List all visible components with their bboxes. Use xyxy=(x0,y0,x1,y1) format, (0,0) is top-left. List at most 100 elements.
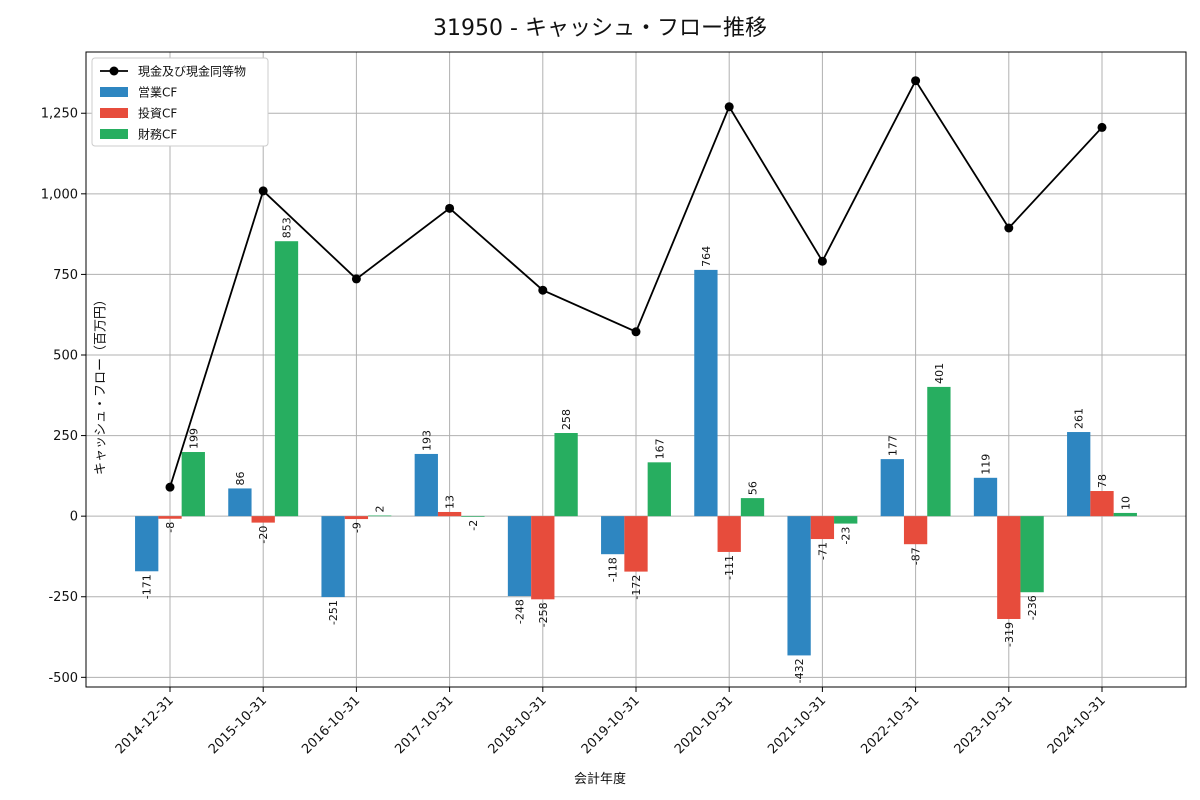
bar xyxy=(647,462,671,517)
bar-value-label: 78 xyxy=(1096,474,1109,488)
bar-value-label: 193 xyxy=(420,430,433,451)
legend-swatch xyxy=(100,108,128,118)
bar xyxy=(531,516,555,600)
bar-value-label: 167 xyxy=(653,438,666,459)
bar xyxy=(274,241,299,517)
bar-value-label: -172 xyxy=(630,575,643,600)
y-tick-label: 0 xyxy=(70,510,78,525)
bar xyxy=(834,516,858,524)
y-tick-label: -250 xyxy=(48,590,78,605)
cash-point xyxy=(1097,122,1107,132)
y-tick-label: 1,250 xyxy=(41,107,78,122)
bar xyxy=(927,386,951,517)
bar xyxy=(368,515,392,517)
bar-value-label: -23 xyxy=(840,527,853,545)
legend-swatch xyxy=(100,129,128,139)
bar-value-label: 764 xyxy=(700,246,713,267)
bar xyxy=(135,516,159,572)
bar-value-label: -111 xyxy=(723,555,736,580)
bar-value-label: -248 xyxy=(514,599,527,624)
x-tick-label: 2019-10-31 xyxy=(579,693,643,757)
bar xyxy=(1020,516,1044,593)
bar xyxy=(437,511,462,517)
bar xyxy=(973,477,998,517)
x-axis-label: 会計年度 xyxy=(573,772,626,787)
x-tick-label: 2021-10-31 xyxy=(765,693,829,757)
x-tick-label: 2014-12-31 xyxy=(113,693,177,757)
y-tick-label: 750 xyxy=(53,268,78,283)
chart-title: 31950 - キャッシュ・フロー推移 xyxy=(433,16,767,41)
bar-value-label: 13 xyxy=(444,495,457,509)
x-tick-label: 2023-10-31 xyxy=(952,693,1016,757)
bar xyxy=(1113,512,1137,517)
cash-point xyxy=(631,327,641,337)
y-tick-label: -500 xyxy=(48,671,78,686)
cash-point xyxy=(351,274,361,284)
bar-value-label: -87 xyxy=(910,547,923,565)
bar xyxy=(158,516,182,519)
bar-value-label: -2 xyxy=(467,520,480,531)
cash-point xyxy=(1004,223,1014,233)
cash-point xyxy=(724,102,734,112)
bar-value-label: -8 xyxy=(164,522,177,533)
bar xyxy=(624,516,648,572)
bar-value-label: -432 xyxy=(793,658,806,683)
bar-value-label: -236 xyxy=(1026,595,1039,620)
bar xyxy=(1067,432,1091,517)
legend-label: 財務CF xyxy=(138,127,177,142)
bar xyxy=(228,488,252,517)
x-tick-label: 2020-10-31 xyxy=(672,693,736,757)
x-tick-label: 2015-10-31 xyxy=(206,693,270,757)
bar xyxy=(414,453,438,517)
legend-label: 現金及び現金同等物 xyxy=(138,64,246,79)
bar-value-label: 199 xyxy=(187,428,200,449)
bar xyxy=(181,452,205,517)
cash-point xyxy=(911,76,921,86)
bar xyxy=(507,516,532,597)
bar-value-label: -71 xyxy=(816,542,829,560)
bar-value-label: -258 xyxy=(537,602,550,627)
bar xyxy=(1090,491,1114,517)
bar-value-label: 261 xyxy=(1073,408,1086,429)
legend-swatch xyxy=(100,87,128,97)
x-tick-label: 2018-10-31 xyxy=(486,693,550,757)
bar xyxy=(997,516,1021,619)
bar-value-label: 10 xyxy=(1119,496,1132,510)
bar xyxy=(554,433,578,517)
bar xyxy=(344,516,369,520)
bar-value-label: 86 xyxy=(234,471,247,485)
bar xyxy=(787,516,811,656)
bar-value-label: 119 xyxy=(980,454,993,475)
legend-label: 営業CF xyxy=(138,86,177,100)
bar-value-label: 177 xyxy=(886,435,899,456)
cash-point xyxy=(538,285,548,295)
bar-value-label: -118 xyxy=(607,557,620,582)
cash-point xyxy=(165,482,175,492)
y-tick-label: 500 xyxy=(53,348,78,363)
bar-value-label: 401 xyxy=(933,363,946,384)
x-tick-label: 2024-10-31 xyxy=(1045,693,1109,757)
legend-box xyxy=(91,57,269,147)
y-tick-label: 1,000 xyxy=(41,187,78,202)
x-tick-label: 2022-10-31 xyxy=(858,693,922,757)
legend-marker xyxy=(109,66,119,76)
bar-value-label: 2 xyxy=(374,506,387,513)
bar xyxy=(740,498,765,517)
bar-value-label: -20 xyxy=(257,526,270,544)
bar-value-label: 56 xyxy=(747,481,760,495)
bar-value-label: 258 xyxy=(560,409,573,430)
x-tick-label: 2017-10-31 xyxy=(392,693,456,757)
bar xyxy=(903,516,928,545)
bar xyxy=(810,516,835,540)
bar xyxy=(880,459,904,517)
bar-value-label: -9 xyxy=(350,522,363,533)
bar xyxy=(461,516,485,517)
cash-point xyxy=(445,203,455,213)
bar-value-label: -251 xyxy=(327,600,340,625)
bar xyxy=(717,516,741,552)
bar-value-label: -171 xyxy=(141,574,154,599)
cash-point xyxy=(258,186,268,196)
bar-value-label: 853 xyxy=(281,217,294,238)
